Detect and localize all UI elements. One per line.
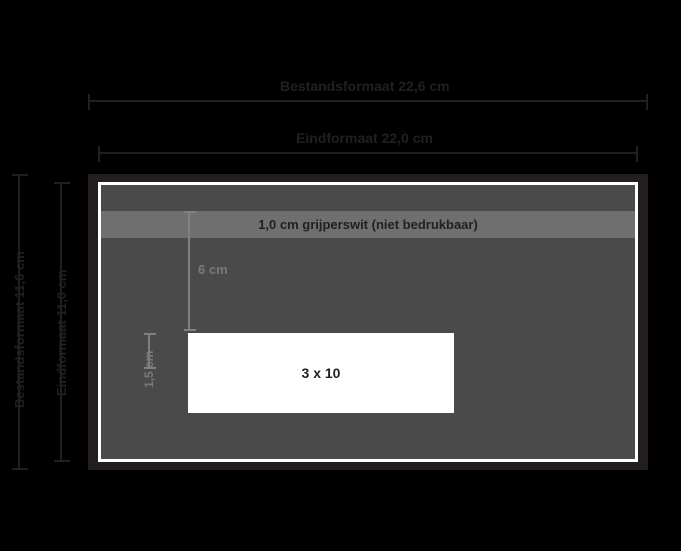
window-rect: 3 x 10	[188, 333, 454, 413]
final-format-width-label: Eindformaat 22,0 cm	[296, 130, 433, 146]
file-format-width-label: Bestandsformaat 22,6 cm	[280, 78, 450, 94]
dim-top-label: 6 cm	[198, 262, 228, 277]
file-format-width-bracket	[88, 100, 648, 102]
final-format-width-bracket	[98, 152, 638, 154]
gripper-band: 1,0 cm grijperswit (niet bedrukbaar)	[101, 211, 635, 238]
dim-top-bracket	[188, 211, 190, 331]
final-format-height-label: Eindformaat 11,0 cm	[54, 270, 69, 396]
diagram-canvas: Bestandsformaat 22,6 cm Eindformaat 22,0…	[0, 0, 681, 551]
file-format-height-label: Bestandsformaat 11,6 cm	[12, 251, 27, 408]
dim-left-label: 1,5 cm	[142, 351, 156, 388]
